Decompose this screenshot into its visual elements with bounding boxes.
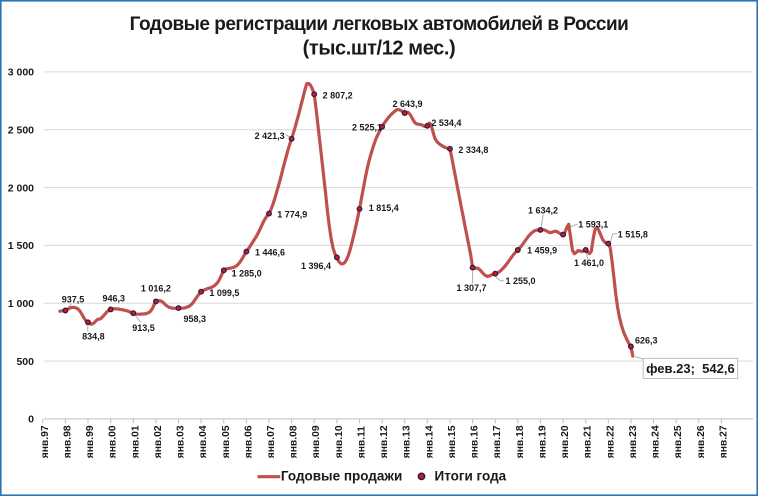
svg-text:1 593,1: 1 593,1 bbox=[578, 219, 608, 229]
svg-text:янв.23: янв.23 bbox=[628, 425, 639, 458]
svg-text:янв.11: янв.11 bbox=[357, 426, 368, 459]
svg-text:янв.17: янв.17 bbox=[492, 425, 503, 458]
svg-text:янв.25: янв.25 bbox=[673, 425, 684, 458]
svg-text:0: 0 bbox=[28, 414, 34, 426]
svg-text:янв.22: янв.22 bbox=[605, 425, 616, 458]
svg-text:2 643,9: 2 643,9 bbox=[392, 99, 422, 109]
svg-text:1 515,8: 1 515,8 bbox=[618, 229, 648, 239]
svg-text:янв.20: янв.20 bbox=[560, 425, 571, 458]
svg-text:1 307,7: 1 307,7 bbox=[456, 283, 486, 293]
svg-text:янв.02: янв.02 bbox=[153, 425, 164, 458]
svg-text:янв.24: янв.24 bbox=[651, 425, 662, 458]
svg-text:янв.06: янв.06 bbox=[243, 425, 254, 458]
svg-text:янв.14: янв.14 bbox=[424, 425, 435, 458]
svg-text:Годовые продажи: Годовые продажи bbox=[281, 469, 402, 484]
svg-text:1 396,4: 1 396,4 bbox=[301, 261, 331, 271]
svg-text:янв.09: янв.09 bbox=[311, 425, 322, 458]
svg-text:Годовые регистрации легковых а: Годовые регистрации легковых автомобилей… bbox=[130, 14, 629, 35]
svg-text:1 634,2: 1 634,2 bbox=[528, 206, 558, 216]
svg-text:(тыс.шт/12 мес.): (тыс.шт/12 мес.) bbox=[303, 38, 456, 60]
svg-text:937,5: 937,5 bbox=[62, 294, 85, 304]
svg-text:янв.21: янв.21 bbox=[583, 425, 594, 458]
svg-text:2 421,3: 2 421,3 bbox=[255, 131, 285, 141]
svg-text:1 459,9: 1 459,9 bbox=[527, 246, 557, 256]
svg-text:янв.97: янв.97 bbox=[40, 425, 51, 458]
svg-text:958,3: 958,3 bbox=[184, 314, 207, 324]
svg-text:янв.98: янв.98 bbox=[62, 425, 73, 458]
svg-text:фев.23; 542,6: фев.23; 542,6 bbox=[646, 361, 735, 376]
svg-text:1 774,9: 1 774,9 bbox=[277, 210, 307, 220]
svg-text:2 525,1: 2 525,1 bbox=[352, 122, 382, 132]
svg-text:янв.99: янв.99 bbox=[85, 425, 96, 458]
svg-text:2 534,4: 2 534,4 bbox=[431, 118, 461, 128]
svg-text:500: 500 bbox=[16, 356, 34, 368]
svg-text:янв.16: янв.16 bbox=[470, 425, 481, 458]
svg-text:2 807,2: 2 807,2 bbox=[323, 91, 353, 101]
svg-text:946,3: 946,3 bbox=[103, 293, 126, 303]
svg-text:2 500: 2 500 bbox=[8, 124, 34, 136]
svg-text:1 016,2: 1 016,2 bbox=[141, 284, 171, 294]
svg-text:янв.05: янв.05 bbox=[221, 425, 232, 458]
svg-text:янв.00: янв.00 bbox=[108, 425, 119, 458]
svg-text:янв.18: янв.18 bbox=[515, 425, 526, 458]
svg-text:626,3: 626,3 bbox=[635, 336, 658, 346]
svg-text:янв.01: янв.01 bbox=[130, 425, 141, 458]
svg-text:янв.08: янв.08 bbox=[289, 425, 300, 458]
svg-text:янв.19: янв.19 bbox=[537, 425, 548, 458]
svg-text:834,8: 834,8 bbox=[82, 332, 105, 342]
svg-text:янв.26: янв.26 bbox=[696, 425, 707, 458]
svg-text:1 446,6: 1 446,6 bbox=[255, 247, 285, 257]
svg-text:янв.12: янв.12 bbox=[379, 425, 390, 458]
svg-text:1 500: 1 500 bbox=[8, 240, 34, 252]
svg-text:1 285,0: 1 285,0 bbox=[232, 268, 262, 278]
svg-text:2 334,8: 2 334,8 bbox=[458, 145, 488, 155]
svg-text:Итоги года: Итоги года bbox=[435, 469, 507, 484]
svg-text:янв.13: янв.13 bbox=[402, 425, 413, 458]
svg-text:1 461,0: 1 461,0 bbox=[574, 258, 604, 268]
svg-text:1 255,0: 1 255,0 bbox=[506, 276, 536, 286]
svg-text:2 000: 2 000 bbox=[8, 182, 34, 194]
svg-text:1 815,4: 1 815,4 bbox=[369, 203, 399, 213]
svg-text:янв.10: янв.10 bbox=[334, 425, 345, 458]
svg-text:1 099,5: 1 099,5 bbox=[209, 288, 239, 298]
svg-text:3 000: 3 000 bbox=[8, 67, 34, 79]
svg-text:янв.07: янв.07 bbox=[266, 425, 277, 458]
svg-text:янв.27: янв.27 bbox=[718, 425, 729, 458]
svg-text:янв.03: янв.03 bbox=[176, 425, 187, 458]
svg-text:913,5: 913,5 bbox=[132, 323, 155, 333]
svg-text:янв.15: янв.15 bbox=[447, 425, 458, 458]
svg-text:1 000: 1 000 bbox=[8, 298, 34, 310]
svg-text:янв.04: янв.04 bbox=[198, 425, 209, 458]
